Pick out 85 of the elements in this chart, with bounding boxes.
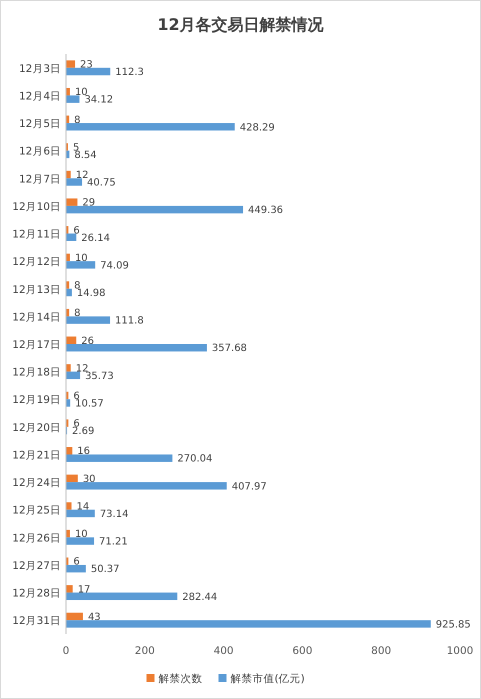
data-label: 270.04 bbox=[177, 454, 212, 465]
bar bbox=[66, 198, 78, 206]
data-label: 71.21 bbox=[99, 536, 128, 548]
bar bbox=[66, 620, 431, 628]
bar bbox=[66, 206, 244, 214]
bar bbox=[66, 537, 94, 545]
data-label: 29 bbox=[82, 198, 96, 209]
bar bbox=[66, 454, 172, 462]
bar bbox=[66, 585, 73, 593]
bar bbox=[66, 316, 110, 324]
bar bbox=[66, 372, 80, 380]
y-tick-label: 12月31日 bbox=[12, 615, 61, 628]
x-tick-label: 600 bbox=[292, 645, 312, 657]
data-label: 26 bbox=[81, 336, 94, 347]
data-label: 17 bbox=[78, 584, 90, 596]
data-label: 14.98 bbox=[76, 288, 106, 299]
data-label: 6 bbox=[73, 556, 80, 568]
y-tick-label: 12月5日 bbox=[18, 118, 61, 130]
y-tick-label: 12月14日 bbox=[12, 311, 61, 324]
data-label: 925.85 bbox=[436, 619, 471, 630]
bar bbox=[66, 336, 76, 344]
data-label: 74.09 bbox=[100, 260, 129, 272]
x-tick-label: 1000 bbox=[446, 645, 474, 657]
bar bbox=[66, 592, 178, 600]
y-tick-label: 12月21日 bbox=[12, 449, 61, 462]
data-label: 357.68 bbox=[212, 343, 247, 354]
data-label: 73.14 bbox=[100, 508, 128, 520]
bar bbox=[66, 447, 72, 454]
bar bbox=[66, 150, 70, 158]
data-label: 40.75 bbox=[87, 178, 116, 189]
y-tick-label: 12月28日 bbox=[12, 588, 61, 600]
y-tick-label: 12月26日 bbox=[12, 532, 61, 544]
data-label: 112.3 bbox=[115, 67, 144, 78]
bar bbox=[66, 68, 110, 76]
bar bbox=[66, 261, 96, 269]
y-tick-label: 12月4日 bbox=[18, 90, 61, 102]
data-label: 23 bbox=[80, 60, 93, 71]
y-tick-label: 12月20日 bbox=[12, 422, 61, 434]
x-tick-label: 400 bbox=[214, 645, 234, 657]
y-tick-label: 12月24日 bbox=[12, 477, 61, 490]
legend-label: 解禁市值(亿元) bbox=[230, 672, 305, 685]
bar bbox=[66, 474, 78, 482]
data-label: 26.14 bbox=[81, 232, 110, 244]
bar bbox=[66, 178, 82, 186]
y-tick-label: 12月19日 bbox=[12, 394, 61, 406]
chart-title: 12月各交易日解禁情况 bbox=[157, 15, 325, 34]
y-tick-label: 12月27日 bbox=[12, 560, 61, 572]
data-label: 6 bbox=[73, 225, 80, 236]
bar bbox=[66, 234, 76, 241]
y-tick-label: 12月25日 bbox=[12, 504, 61, 517]
bar bbox=[66, 482, 227, 490]
data-label: 407.97 bbox=[232, 481, 267, 492]
data-label: 10 bbox=[74, 529, 88, 540]
data-label: 111.8 bbox=[115, 316, 144, 327]
data-label: 43 bbox=[88, 612, 101, 623]
y-tick-label: 12月3日 bbox=[18, 62, 61, 75]
bar bbox=[66, 344, 207, 352]
bar bbox=[66, 564, 86, 572]
data-label: 8.54 bbox=[74, 150, 97, 161]
y-tick-label: 12月7日 bbox=[18, 173, 61, 186]
bar bbox=[66, 95, 80, 103]
y-tick-label: 12月6日 bbox=[18, 146, 61, 158]
data-label: 8 bbox=[74, 308, 81, 320]
bar bbox=[66, 612, 83, 620]
data-label: 50.37 bbox=[90, 564, 120, 576]
y-tick-label: 12月11日 bbox=[12, 228, 61, 241]
bar bbox=[66, 123, 235, 131]
legend-label: 解禁次数 bbox=[158, 672, 202, 685]
data-label: 14 bbox=[76, 501, 90, 512]
y-tick-label: 12月18日 bbox=[12, 366, 61, 379]
data-label: 12 bbox=[76, 170, 88, 182]
y-tick-label: 12月10日 bbox=[12, 200, 61, 213]
y-tick-label: 12月13日 bbox=[12, 284, 61, 296]
bar bbox=[66, 510, 95, 518]
data-label: 16 bbox=[77, 446, 90, 458]
data-label: 428.29 bbox=[240, 122, 275, 134]
y-tick-label: 12月12日 bbox=[12, 256, 61, 268]
x-tick-label: 200 bbox=[134, 645, 155, 657]
y-tick-label: 12月17日 bbox=[12, 339, 61, 351]
data-label: 10.57 bbox=[75, 398, 104, 410]
x-tick-label: 0 bbox=[62, 645, 70, 657]
data-label: 449.36 bbox=[248, 205, 284, 216]
bar bbox=[66, 60, 76, 68]
data-label: 282.44 bbox=[182, 592, 218, 603]
x-tick-label: 800 bbox=[371, 645, 392, 657]
